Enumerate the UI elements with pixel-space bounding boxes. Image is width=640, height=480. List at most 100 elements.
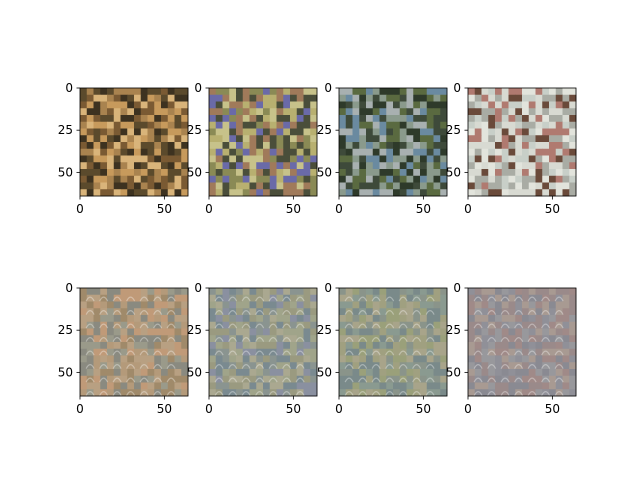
image-pixel-block	[352, 175, 360, 183]
image-pixel-block	[372, 382, 380, 390]
image-pixel-block	[555, 382, 563, 390]
image-pixel-block	[140, 108, 148, 116]
image-pixel-block	[181, 108, 189, 116]
image-pixel-block	[147, 355, 155, 363]
image-pixel-block	[488, 315, 496, 323]
image-pixel-block	[167, 101, 175, 109]
image-pixel-block	[140, 328, 148, 336]
image-pixel-block	[100, 308, 108, 316]
image-pixel-block	[283, 135, 291, 143]
image-pixel-block	[154, 301, 162, 309]
texture-arc	[295, 323, 305, 329]
image-pixel-block	[366, 189, 374, 197]
image-pixel-block	[236, 189, 244, 197]
image-pixel-block	[215, 101, 223, 109]
image-pixel-block	[359, 142, 367, 150]
y-tick-label: 25	[58, 123, 73, 137]
texture-arc	[85, 364, 95, 369]
image-pixel-block	[508, 115, 516, 123]
image-pixel-block	[181, 182, 189, 190]
image-pixel-block	[229, 142, 237, 150]
image-pixel-block	[569, 382, 577, 390]
image-pixel-block	[542, 321, 550, 329]
image-pixel-block	[93, 135, 101, 143]
image-pixel-block	[209, 335, 217, 343]
image-pixel-block	[107, 189, 115, 197]
image-pixel-block	[366, 375, 374, 383]
image-pixel-block	[276, 362, 284, 370]
image-pixel-block	[229, 101, 237, 109]
image-pixel-block	[222, 182, 230, 190]
axes-frame	[338, 87, 448, 197]
image-pixel-block	[515, 175, 523, 183]
image-pixel-block	[562, 301, 570, 309]
image-pixel-block	[549, 321, 557, 329]
image-pixel-block	[433, 88, 441, 96]
image-pixel-block	[433, 182, 441, 190]
image-pixel-block	[413, 121, 421, 129]
image-pixel-block	[440, 294, 448, 302]
image-pixel-block	[569, 169, 577, 177]
image-pixel-block	[420, 375, 428, 383]
image-pixel-block	[140, 182, 148, 190]
image-pixel-block	[352, 294, 360, 302]
image-pixel-block	[569, 321, 577, 329]
image-pixel-block	[508, 288, 516, 296]
image-pixel-block	[542, 315, 550, 323]
image-pixel-block	[276, 189, 284, 197]
image-pixel-block	[263, 155, 271, 163]
image-pixel-block	[433, 315, 441, 323]
texture-arc	[139, 377, 149, 383]
image-pixel-block	[249, 148, 257, 156]
image-pixel-block	[440, 321, 448, 329]
image-pixel-block	[379, 162, 387, 170]
image-pixel-block	[290, 369, 298, 377]
image-pixel-block	[379, 94, 387, 102]
image-pixel-block	[379, 348, 387, 356]
image-pixel-block	[209, 88, 217, 96]
image-pixel-block	[127, 369, 135, 377]
image-pixel-block	[366, 128, 374, 136]
image-pixel-block	[80, 101, 88, 109]
image-pixel-block	[420, 155, 428, 163]
image-pixel-block	[310, 155, 318, 163]
image-pixel-block	[352, 182, 360, 190]
image-pixel-block	[440, 169, 448, 177]
image-pixel-block	[352, 121, 360, 129]
image-pixel-block	[310, 382, 318, 390]
image-pixel-block	[263, 375, 271, 383]
image-pixel-block	[93, 108, 101, 116]
image-pixel-block	[140, 369, 148, 377]
image-pixel-block	[256, 301, 264, 309]
image-pixel-block	[140, 355, 148, 363]
image-pixel-block	[508, 375, 516, 383]
image-pixel-block	[535, 301, 543, 309]
image-pixel-block	[393, 88, 401, 96]
image-pixel-block	[413, 155, 421, 163]
image-pixel-block	[269, 189, 277, 197]
image-pixel-block	[399, 369, 407, 377]
image-pixel-block	[86, 128, 94, 136]
image-pixel-block	[474, 128, 482, 136]
texture-arc	[487, 337, 497, 342]
image-pixel-block	[406, 121, 414, 129]
image-pixel-block	[481, 369, 489, 377]
image-pixel-block	[379, 382, 387, 390]
image-pixel-block	[386, 101, 394, 109]
image-pixel-block	[406, 342, 414, 350]
image-pixel-block	[86, 88, 94, 96]
image-pixel-block	[399, 115, 407, 123]
image-pixel-block	[413, 342, 421, 350]
image-pixel-block	[569, 128, 577, 136]
texture-arc	[385, 391, 395, 396]
texture-arc	[358, 364, 368, 369]
image-pixel-block	[283, 342, 291, 350]
image-pixel-block	[113, 121, 121, 129]
image-pixel-block	[303, 315, 311, 323]
image-pixel-block	[161, 121, 169, 129]
image-pixel-block	[269, 328, 277, 336]
image-pixel-block	[113, 182, 121, 190]
image-pixel-block	[154, 101, 162, 109]
image-pixel-block	[147, 108, 155, 116]
image-pixel-block	[468, 301, 476, 309]
